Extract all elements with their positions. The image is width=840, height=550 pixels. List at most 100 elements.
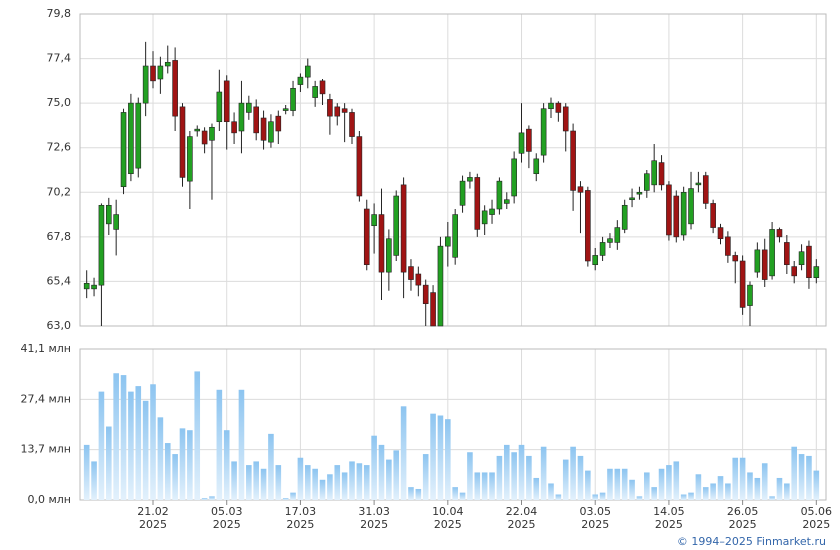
candle-body	[209, 126, 215, 141]
y-tick-label: 79,8	[47, 7, 72, 20]
candle-body	[187, 136, 193, 182]
volume-bar	[120, 375, 127, 500]
volume-bar	[680, 494, 687, 500]
candle-body	[135, 102, 142, 169]
volume-bar	[238, 389, 245, 500]
x-tick-label: 17.03 2025	[285, 505, 317, 531]
candle-body	[142, 65, 149, 104]
footer: © 1994–2025 Finmarket.ru	[677, 535, 826, 548]
x-tick-label: 14.05 2025	[653, 505, 685, 531]
volume-bar	[327, 474, 333, 500]
candle-body	[813, 266, 820, 279]
volume-bar	[776, 477, 783, 500]
candle-body	[629, 197, 635, 201]
volume-bar	[246, 465, 252, 500]
candle-body	[172, 60, 178, 117]
volume-bar	[518, 444, 525, 500]
volume-bar	[747, 472, 753, 500]
volume-bar	[378, 444, 385, 500]
volume-bar	[135, 386, 142, 500]
candle-body	[503, 199, 510, 204]
x-tick-label: 05.03 2025	[211, 505, 243, 531]
volume-bar	[209, 496, 215, 500]
candle-body	[334, 106, 341, 117]
volume-bar	[784, 483, 790, 500]
y-tick-label: 75,0	[47, 96, 72, 109]
volume-bar	[673, 461, 680, 500]
volume-bar	[150, 384, 156, 500]
volume-bar	[511, 452, 517, 500]
volume-bar	[739, 457, 746, 500]
x-tick-label: 22.04 2025	[506, 505, 538, 531]
candle-body	[216, 91, 223, 123]
candle-body	[363, 208, 370, 266]
volume-bar	[437, 415, 444, 500]
volume-bar	[813, 470, 820, 500]
volume-bar	[400, 406, 407, 500]
volume-bar	[275, 465, 282, 500]
candle-body	[769, 229, 775, 277]
y-tick-label: 63,0	[47, 319, 72, 332]
volume-bar	[732, 457, 739, 500]
candle-body	[157, 65, 164, 80]
volume-bar	[91, 461, 97, 500]
volume-bar	[555, 494, 562, 500]
candle-body	[91, 284, 97, 290]
volume-bar	[806, 455, 812, 500]
candle-body	[422, 284, 429, 305]
volume-bar	[334, 465, 341, 500]
candle-body	[666, 184, 672, 236]
volume-bar	[194, 371, 201, 500]
y-tick-label: 65,4	[47, 274, 72, 287]
x-tick-label-line: 17.03	[285, 505, 317, 518]
y-tick-label: 13,7 млн	[20, 443, 71, 456]
candle-body	[739, 260, 746, 308]
volume-bar	[489, 472, 495, 500]
y-tick-label: 67,8	[47, 230, 72, 243]
volume-bar	[98, 391, 105, 500]
x-tick-label-line: 2025	[213, 518, 241, 531]
volume-bar	[666, 465, 672, 500]
candle-body	[710, 203, 716, 228]
candle-body	[260, 117, 267, 141]
candle-body	[164, 61, 171, 67]
volume-bar	[356, 463, 363, 500]
volume-bar	[268, 433, 274, 500]
candle-body	[614, 227, 621, 243]
volume-bar	[570, 446, 576, 500]
volume-bar	[702, 487, 709, 500]
candle-body	[327, 99, 333, 117]
candle-body	[400, 184, 407, 273]
candle-body	[702, 175, 709, 204]
volume-bar	[128, 391, 134, 500]
volume-bar	[761, 463, 768, 500]
volume-bar	[769, 496, 775, 500]
candle-body	[540, 108, 547, 156]
candle-body	[150, 65, 156, 82]
x-tick-label-line: 2025	[802, 518, 830, 531]
volume-bar	[621, 468, 628, 500]
candle-body	[776, 229, 783, 238]
candle-body	[408, 266, 414, 280]
candle-body	[223, 80, 230, 123]
candle-body	[636, 191, 643, 195]
x-tick-label-line: 31.03	[358, 505, 390, 518]
candle-body	[201, 130, 208, 145]
candle-body	[732, 255, 739, 262]
y-tick-label: 27,4 млн	[20, 392, 71, 405]
candle-body	[312, 86, 318, 98]
volume-bar	[253, 461, 259, 500]
candle-body	[282, 108, 289, 111]
candle-body	[695, 182, 702, 186]
candle-body	[290, 87, 296, 111]
volume-bar	[629, 479, 635, 500]
candle-body	[459, 180, 466, 206]
candle-body	[518, 132, 525, 154]
x-tick-label-line: 2025	[434, 518, 462, 531]
candle-body	[533, 158, 540, 175]
candle-body	[356, 136, 363, 197]
volume-bar	[393, 450, 400, 500]
volume-bar	[710, 483, 716, 500]
candle-body	[791, 266, 798, 277]
